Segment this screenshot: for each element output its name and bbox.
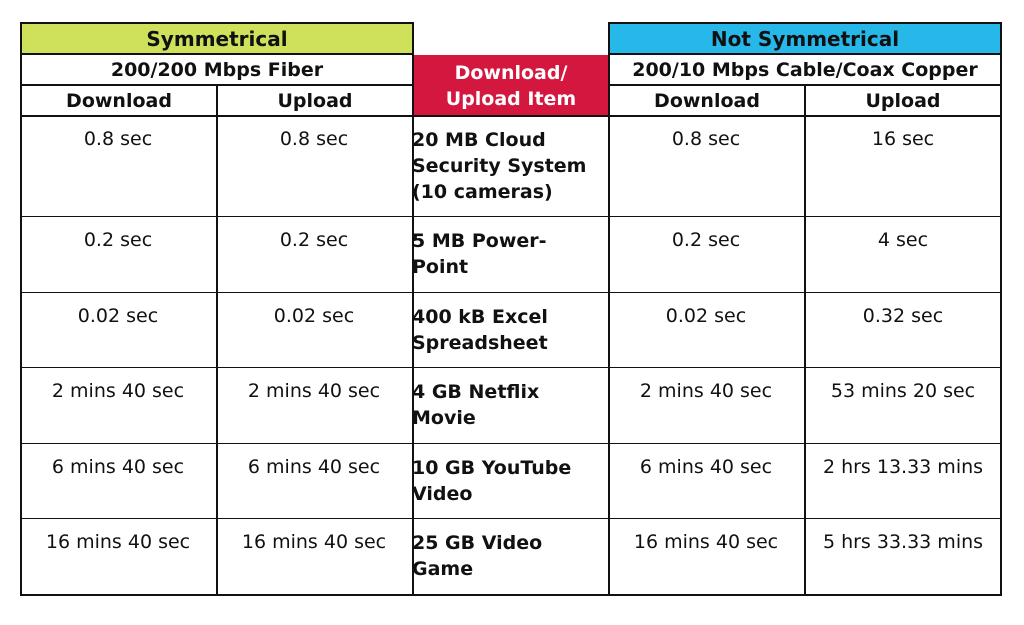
sym-download-cell: 0.2 sec [20, 216, 216, 292]
nsym-download-label: Download [654, 89, 760, 112]
row-divider [20, 518, 1002, 519]
sym-download-cell: 0.02 sec [20, 292, 216, 367]
sym-download-time: 2 mins 40 sec [51, 380, 185, 402]
item-cell: 5 MB Power- Point [412, 216, 608, 292]
sym-upload-time: 0.2 sec [279, 229, 349, 251]
sym-upload-time: 16 mins 40 sec [241, 531, 387, 553]
item-label-line: Point [412, 256, 469, 278]
item-cell: 10 GB YouTube Video [412, 443, 608, 518]
item-header-line-1: Download/ [454, 61, 568, 84]
nsym-upload-cell: 53 mins 20 sec [804, 367, 1002, 443]
nsym-download-cell: 6 mins 40 sec [608, 443, 804, 518]
nsym-download-time: 0.8 sec [671, 128, 741, 150]
nsym-download-cell: 16 mins 40 sec [608, 518, 804, 596]
sym-download-time: 0.2 sec [83, 229, 153, 251]
nsym-download-cell: 0.2 sec [608, 216, 804, 292]
not-symmetrical-subtitle-cell: 200/10 Mbps Cable/Coax Copper [608, 53, 1002, 86]
item-cell: 4 GB Netflix Movie [412, 367, 608, 443]
row-divider [20, 216, 1002, 217]
sym-upload-time: 0.8 sec [279, 128, 349, 150]
nsym-upload-header: Upload [804, 84, 1002, 117]
column-divider [608, 115, 610, 596]
item-label-line: Security System [412, 155, 587, 177]
item-cell: 20 MB Cloud Security System (10 cameras) [412, 115, 608, 216]
sym-download-cell: 2 mins 40 sec [20, 367, 216, 443]
sym-upload-cell: 6 mins 40 sec [216, 443, 412, 518]
nsym-download-cell: 0.8 sec [608, 115, 804, 216]
item-label-line: 10 GB YouTube [412, 457, 572, 479]
item-label-line: 25 GB Video [412, 532, 543, 554]
not-symmetrical-title: Not Symmetrical [710, 26, 900, 51]
symmetrical-group-header: Symmetrical [20, 22, 414, 55]
nsym-download-header: Download [608, 84, 806, 117]
not-symmetrical-group-header: Not Symmetrical [608, 22, 1002, 55]
row-divider [20, 443, 1002, 444]
symmetrical-subtitle-cell: 200/200 Mbps Fiber [20, 53, 414, 86]
nsym-download-cell: 2 mins 40 sec [608, 367, 804, 443]
sym-upload-header: Upload [216, 84, 414, 117]
nsym-upload-cell: 2 hrs 13.33 mins [804, 443, 1002, 518]
item-column-header: Download/ Upload Item [414, 55, 608, 116]
sym-upload-label: Upload [277, 89, 353, 112]
item-cell: 400 kB Excel Spreadsheet [412, 292, 608, 367]
symmetrical-title: Symmetrical [146, 26, 288, 51]
item-header-line-2: Upload Item [445, 87, 577, 110]
sym-upload-time: 2 mins 40 sec [247, 380, 381, 402]
nsym-upload-time: 53 mins 20 sec [830, 380, 976, 402]
item-cell: 25 GB Video Game [412, 518, 608, 596]
nsym-upload-time: 4 sec [877, 229, 929, 251]
nsym-download-time: 2 mins 40 sec [639, 380, 773, 402]
column-divider [216, 115, 218, 596]
nsym-upload-cell: 16 sec [804, 115, 1002, 216]
symmetrical-subtitle: 200/200 Mbps Fiber [110, 58, 324, 81]
item-label-line: Spreadsheet [412, 332, 548, 354]
sym-download-time: 16 mins 40 sec [45, 531, 191, 553]
sym-download-time: 0.8 sec [83, 128, 153, 150]
sym-download-cell: 0.8 sec [20, 115, 216, 216]
nsym-upload-cell: 5 hrs 33.33 mins [804, 518, 1002, 596]
not-symmetrical-subtitle: 200/10 Mbps Cable/Coax Copper [632, 58, 978, 81]
sym-upload-cell: 0.8 sec [216, 115, 412, 216]
nsym-upload-time: 0.32 sec [862, 305, 944, 327]
sym-upload-time: 0.02 sec [273, 305, 355, 327]
sym-upload-cell: 2 mins 40 sec [216, 367, 412, 443]
sym-download-time: 6 mins 40 sec [51, 456, 185, 478]
nsym-download-cell: 0.02 sec [608, 292, 804, 367]
nsym-download-time: 0.02 sec [665, 305, 747, 327]
nsym-upload-time: 16 sec [871, 128, 935, 150]
nsym-upload-time: 5 hrs 33.33 mins [822, 531, 984, 553]
item-label-line: Video [412, 483, 473, 505]
item-label-line: Movie [412, 407, 476, 429]
sym-download-time: 0.02 sec [77, 305, 159, 327]
nsym-upload-time: 2 hrs 13.33 mins [822, 456, 984, 478]
nsym-download-time: 16 mins 40 sec [633, 531, 779, 553]
sym-download-cell: 16 mins 40 sec [20, 518, 216, 596]
nsym-upload-cell: 0.32 sec [804, 292, 1002, 367]
column-divider [804, 115, 806, 596]
nsym-download-time: 0.2 sec [671, 229, 741, 251]
item-label-line: (10 cameras) [412, 181, 553, 203]
item-label-line: 20 MB Cloud [412, 129, 546, 151]
sym-upload-cell: 0.02 sec [216, 292, 412, 367]
nsym-download-time: 6 mins 40 sec [639, 456, 773, 478]
item-label-line: 5 MB Power- [412, 230, 547, 252]
nsym-upload-cell: 4 sec [804, 216, 1002, 292]
item-label-line: 4 GB Netflix [412, 381, 540, 403]
sym-download-cell: 6 mins 40 sec [20, 443, 216, 518]
column-divider [412, 115, 414, 596]
item-label-line: 400 kB Excel [412, 306, 548, 328]
row-divider [20, 292, 1002, 293]
nsym-upload-label: Upload [865, 89, 941, 112]
sym-download-label: Download [66, 89, 172, 112]
sym-upload-cell: 16 mins 40 sec [216, 518, 412, 596]
row-divider [20, 367, 1002, 368]
sym-download-header: Download [20, 84, 218, 117]
table-body [20, 115, 1002, 596]
item-label-line: Game [412, 558, 474, 580]
sym-upload-time: 6 mins 40 sec [247, 456, 381, 478]
sym-upload-cell: 0.2 sec [216, 216, 412, 292]
